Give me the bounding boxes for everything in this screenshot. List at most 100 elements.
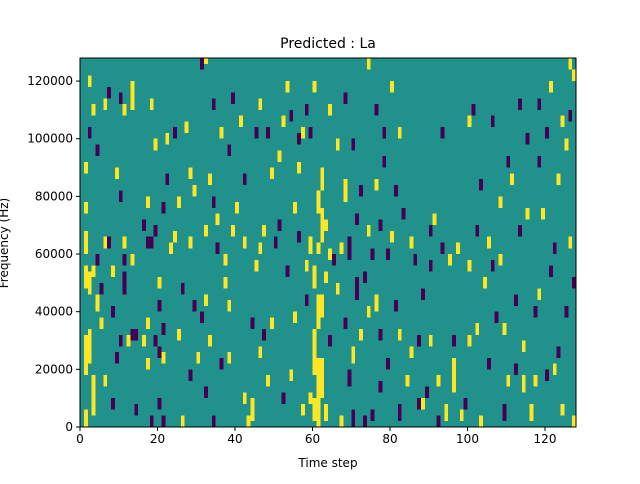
heatmap-cell	[514, 294, 518, 306]
y-tick-label: 40000	[35, 305, 73, 319]
heatmap-cell	[436, 375, 441, 387]
heatmap-cell	[192, 184, 197, 197]
heatmap-cell	[521, 375, 526, 393]
heatmap-cell	[552, 242, 557, 255]
heatmap-cell	[467, 115, 472, 128]
heatmap-cell	[537, 98, 542, 110]
heatmap-cell	[188, 236, 193, 249]
heatmap-cell	[281, 392, 286, 404]
heatmap-cell	[254, 259, 259, 272]
heatmap-cell	[250, 398, 255, 422]
heatmap-cell	[87, 75, 92, 87]
heatmap-cell	[320, 207, 325, 243]
heatmap-cell	[180, 282, 185, 295]
heatmap-cell	[347, 236, 352, 260]
heatmap-cell	[161, 415, 166, 427]
heatmap-cell	[250, 317, 255, 329]
heatmap-cell	[320, 167, 325, 191]
x-tick-label: 100	[456, 432, 479, 446]
x-tick-label: 120	[534, 432, 557, 446]
heatmap-cell	[103, 236, 108, 249]
heatmap-cell	[269, 167, 274, 180]
heatmap-cell	[548, 81, 553, 93]
heatmap-cell	[83, 161, 88, 174]
heatmap-cell	[277, 150, 282, 162]
heatmap-cell	[111, 265, 115, 278]
heatmap-cell	[378, 219, 383, 231]
heatmap-cell	[521, 340, 526, 353]
heatmap-cell	[564, 138, 569, 151]
heatmap-cell	[545, 127, 549, 139]
x-tick-label: 80	[382, 432, 397, 446]
heatmap-cell	[324, 403, 328, 422]
heatmap-cell	[145, 357, 150, 370]
heatmap-cell	[506, 156, 511, 168]
heatmap-cell	[502, 403, 507, 422]
heatmap-cell	[424, 386, 429, 399]
heatmap-cell	[490, 259, 495, 272]
heatmap-cell	[231, 225, 235, 237]
y-axis-label: Frequency (Hz)	[0, 198, 11, 289]
heatmap-cell	[165, 173, 170, 185]
heatmap-cell	[258, 242, 263, 255]
heatmap-cell	[494, 311, 499, 324]
heatmap-cell	[308, 236, 313, 255]
heatmap-cell	[312, 81, 317, 93]
heatmap-cell	[370, 409, 375, 422]
heatmap-cell	[111, 398, 115, 410]
heatmap-cell	[145, 317, 150, 329]
heatmap-cell	[556, 346, 561, 358]
heatmap-cell	[514, 363, 518, 376]
heatmap-cell	[149, 415, 154, 427]
heatmap-cell	[188, 369, 193, 381]
heatmap-cell	[312, 328, 317, 376]
heatmap-cell	[165, 132, 170, 145]
heatmap-cell	[95, 294, 100, 312]
heatmap-cell	[479, 415, 483, 427]
heatmap-cell	[378, 328, 383, 341]
heatmap-cell	[386, 357, 390, 370]
heatmap-cell	[471, 104, 476, 116]
heatmap-cell	[87, 271, 92, 295]
heatmap-cell	[525, 132, 530, 145]
y-tick-label: 20000	[35, 362, 73, 376]
heatmap-cell	[87, 340, 92, 364]
heatmap-cell	[343, 92, 348, 105]
heatmap-cell	[459, 409, 464, 422]
heatmap-cell	[285, 81, 290, 93]
heatmap-cell	[153, 334, 158, 347]
heatmap-cell	[196, 352, 201, 364]
heatmap-cell	[153, 138, 158, 151]
heatmap-cell	[304, 104, 309, 116]
heatmap-cell	[300, 403, 305, 416]
heatmap-cell	[405, 375, 410, 387]
heatmap-cell	[328, 248, 332, 260]
heatmap-cell	[455, 242, 460, 255]
axes-frame	[79, 57, 577, 428]
heatmap-cell	[475, 323, 480, 335]
x-tick-label: 40	[227, 432, 242, 446]
heatmap-cell	[502, 323, 507, 335]
heatmap-cell	[517, 98, 522, 110]
heatmap-cell	[242, 173, 247, 185]
heatmap-cell	[393, 184, 398, 197]
heatmap-cell	[517, 225, 522, 237]
heatmap-cell	[83, 265, 88, 289]
heatmap-cell	[564, 305, 569, 318]
heatmap-cell	[421, 398, 425, 410]
heatmap-cell	[153, 225, 158, 237]
heatmap-cell	[215, 213, 220, 226]
heatmap-cell	[157, 300, 162, 312]
heatmap-cell	[432, 213, 437, 226]
heatmap-cell	[254, 127, 259, 139]
heatmap-cell	[409, 236, 414, 249]
heatmap-cell	[83, 334, 88, 376]
heatmap-cell	[397, 328, 402, 341]
x-axis-label: Time step	[297, 456, 357, 470]
heatmap-cell	[428, 225, 433, 237]
heatmap-cell	[103, 98, 108, 110]
heatmap-cell	[568, 58, 573, 70]
heatmap-cell	[231, 92, 235, 105]
heatmap-cell	[486, 236, 491, 249]
